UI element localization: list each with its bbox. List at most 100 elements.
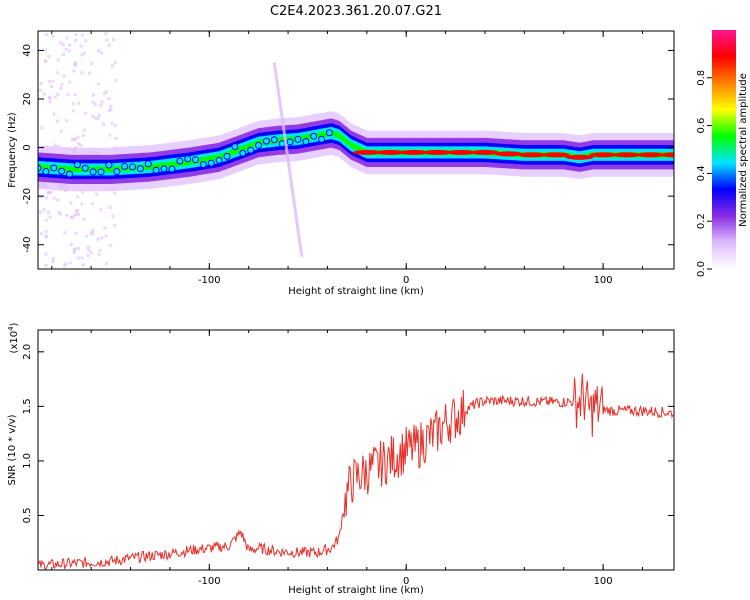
spectrogram-noise-cell [113, 124, 117, 128]
spectrogram-blob [318, 135, 326, 143]
spectrogram-blob [207, 159, 215, 167]
spectrogram-frame [37, 30, 675, 270]
snr-y-tick-label: 2.0 [22, 344, 33, 360]
spectrogram-noise-cell [71, 102, 75, 106]
spectrogram-blob [160, 165, 168, 173]
spectrogram-noise-cell [104, 90, 108, 94]
spectrogram-noise-cell [67, 49, 71, 53]
spectrogram-noise-cell [110, 121, 114, 125]
spectrogram-noise-cell [80, 33, 84, 37]
spectrogram-noise-cell [97, 82, 101, 86]
spectrogram-blob [184, 155, 192, 163]
spectrogram-noise-cell [38, 89, 42, 93]
spectrogram-noise-cell [90, 202, 94, 206]
colorbar-tick-label: 0.0 [696, 261, 707, 277]
snr-multiplier-close: ) [9, 322, 20, 326]
spectrogram-blob [89, 168, 97, 176]
spectrogram-noise-cell [104, 32, 108, 36]
spectrogram-blob [105, 161, 113, 169]
spectrogram-noise-cell [107, 97, 111, 101]
spectrogram-noise-cell [111, 214, 115, 218]
spectrogram-noise-cell [48, 96, 52, 100]
spectrogram-y-ticks: -40 -20 0 20 40 [22, 44, 674, 253]
spectrogram-noise-cell [64, 262, 68, 266]
snr-multiplier-base: (x10 [9, 331, 20, 354]
spectrogram-core-cell [447, 149, 476, 155]
spectrogram-y-tick-label: 20 [22, 93, 33, 106]
spectrogram-noise-cell [47, 210, 51, 214]
spectrogram-blob [97, 168, 105, 176]
spectrogram-noise-cell [69, 243, 73, 247]
spectrogram-y-axis-label: Frequency (Hz) [7, 112, 18, 188]
spectrogram-noise-cell [76, 246, 80, 250]
spectrogram-blob [325, 129, 333, 137]
snr-multiplier-label: (x104) [7, 322, 20, 353]
spectrogram-noise-cell [44, 196, 48, 200]
spectrogram-noise-cell [80, 53, 84, 57]
spectrogram-blob [129, 163, 137, 171]
spectrogram-core-cell [612, 152, 641, 158]
spectrogram-noise-cell [113, 223, 117, 227]
spectrogram-blob [81, 164, 89, 172]
spectrogram-noise-cell [111, 38, 115, 42]
spectrogram-streak [272, 62, 304, 258]
spectrogram-noise-cell [74, 62, 78, 66]
spectrogram-noise-cell [62, 52, 66, 56]
spectrogram-noise-cell [95, 192, 99, 196]
spectrogram-blob [42, 168, 50, 176]
spectrogram-noise-cell [42, 207, 46, 211]
spectrogram-noise-cell [39, 195, 43, 199]
spectrogram-noise-cell [100, 236, 104, 240]
snr-panel: -100 0 100 0.5 1.0 1.5 2.0 Height of straight… [7, 322, 675, 596]
spectrogram-core-cell [352, 149, 381, 155]
spectrogram-noise-cell [51, 260, 55, 264]
spectrogram-core-cell [376, 149, 405, 155]
spectrogram-noise-cell [73, 61, 77, 65]
spectrogram-noise-cell [114, 136, 118, 140]
spectrogram-blob [199, 161, 207, 169]
spectrogram-noise-cell [98, 249, 102, 253]
spectrogram-core-cell [541, 152, 570, 158]
spectrogram-noise-cell [71, 215, 75, 219]
spectrogram-noise-cell [74, 33, 78, 37]
colorbar-tick-label: 0.4 [696, 165, 707, 181]
spectrogram-blob [168, 165, 176, 173]
spectrogram-x-ticks: -100 0 100 [51, 31, 643, 286]
snr-x-tick-label: 0 [403, 576, 409, 587]
spectrogram-noise-cell [108, 244, 112, 248]
spectrogram-noise-cell [57, 210, 61, 214]
spectrogram-noise-cell [74, 146, 78, 150]
spectrogram-blob [310, 132, 318, 140]
spectrogram-blob [247, 146, 255, 154]
spectrogram-noise-cell [104, 234, 108, 238]
spectrogram-noise-cell [44, 59, 48, 63]
spectrogram-noise-cell [114, 78, 118, 82]
snr-x-tick-label: -100 [198, 576, 221, 587]
spectrogram-core-cell [494, 151, 523, 157]
snr-y-tick-label: 1.0 [22, 453, 33, 469]
spectrogram-noise-cell [84, 111, 88, 115]
spectrogram-noise-cell [56, 92, 60, 96]
spectrogram-noise-cell [73, 93, 77, 97]
spectrogram-noise-cell [56, 71, 60, 75]
spectrogram-noise-cell [108, 206, 112, 210]
figure-title: C2E4.2023.361.20.07.G21 [270, 4, 442, 19]
spectrogram-noise-cell [64, 47, 68, 51]
spectrogram-noise-cell [105, 38, 109, 42]
spectrogram-noise-cell [71, 138, 75, 142]
spectrogram-noise-cell [39, 232, 43, 236]
spectrogram-noise-cell [57, 144, 61, 148]
snr-x-axis-label: Height of straight line (km) [288, 585, 424, 596]
spectrogram-noise-cell [72, 69, 76, 73]
spectrogram-noise-cell [76, 256, 80, 260]
spectrogram-noise-cell [82, 217, 86, 221]
spectrogram-blob [239, 149, 247, 157]
spectrogram-noise-cell [44, 48, 48, 52]
spectrogram-noise-cell [72, 138, 76, 142]
spectrogram-y-tick-label: 0 [22, 144, 33, 150]
spectrogram-noise-cell [80, 71, 84, 75]
spectrogram-noise-cell [109, 104, 113, 108]
spectrogram-noise-cell [50, 85, 54, 89]
spectrogram-core-cell [400, 149, 429, 155]
